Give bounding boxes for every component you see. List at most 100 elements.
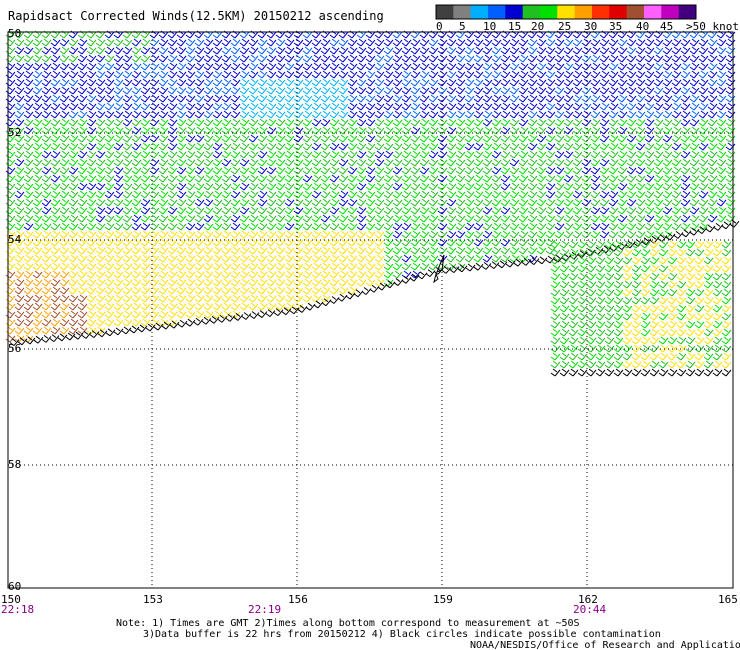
wind-barb bbox=[129, 325, 140, 334]
wind-barb bbox=[545, 246, 556, 255]
wind-barb bbox=[203, 94, 214, 103]
wind-barb bbox=[131, 102, 142, 111]
wind-barb bbox=[203, 142, 214, 151]
wind-barb bbox=[68, 286, 79, 295]
wind-barb bbox=[613, 352, 624, 361]
wind-barb bbox=[5, 270, 16, 279]
wind-barb bbox=[329, 102, 340, 111]
wind-barb bbox=[401, 134, 412, 143]
wind-barb bbox=[707, 182, 718, 191]
wind-barb bbox=[265, 309, 276, 317]
wind-barb bbox=[464, 86, 475, 95]
wind-barb bbox=[608, 70, 619, 79]
wind-barb bbox=[559, 368, 570, 377]
wind-barb bbox=[428, 70, 439, 79]
wind-barb bbox=[509, 46, 520, 55]
wind-barb bbox=[401, 246, 412, 255]
lat-label-60: 60 bbox=[8, 580, 21, 593]
colorbar-swatch bbox=[540, 5, 558, 19]
wind-barb bbox=[473, 190, 484, 199]
wind-barb bbox=[77, 70, 88, 79]
wind-barb bbox=[77, 302, 88, 311]
wind-barb bbox=[712, 368, 723, 377]
wind-barb bbox=[275, 206, 286, 215]
wind-barb bbox=[284, 118, 295, 127]
wind-barb bbox=[14, 94, 25, 103]
wind-barb bbox=[113, 70, 124, 79]
wind-barb bbox=[59, 254, 70, 263]
wind-barb bbox=[203, 254, 214, 263]
wind-barb bbox=[716, 174, 727, 183]
wind-barb bbox=[694, 288, 705, 297]
wind-barb bbox=[68, 302, 79, 311]
wind-barb bbox=[536, 222, 547, 231]
wind-barb bbox=[41, 214, 52, 223]
wind-barb bbox=[410, 118, 421, 127]
wind-barb bbox=[527, 94, 538, 103]
wind-barb bbox=[302, 286, 313, 295]
wind-barb bbox=[320, 222, 331, 231]
wind-barb bbox=[554, 166, 565, 175]
wind-barb bbox=[32, 302, 43, 311]
wind-barb bbox=[680, 62, 691, 71]
wind-barb bbox=[640, 352, 651, 361]
wind-barb bbox=[707, 54, 718, 63]
wind-barb bbox=[676, 352, 687, 361]
wind-barb bbox=[689, 150, 700, 159]
wind-barb bbox=[550, 336, 561, 345]
wind-barb bbox=[95, 86, 106, 95]
wind-barb bbox=[167, 86, 178, 95]
wind-barb bbox=[698, 166, 709, 175]
wind-barb bbox=[529, 257, 540, 265]
wind-barb bbox=[14, 246, 25, 255]
wind-barb bbox=[293, 214, 304, 223]
wind-barb bbox=[302, 294, 313, 303]
wind-barb bbox=[104, 318, 115, 327]
wind-barb bbox=[248, 174, 259, 183]
wind-barb bbox=[329, 296, 340, 304]
wind-barb bbox=[545, 222, 556, 231]
wind-barb bbox=[50, 246, 61, 255]
wind-barb bbox=[617, 214, 628, 223]
wind-barb bbox=[653, 118, 664, 127]
wind-barb bbox=[428, 182, 439, 191]
wind-barb bbox=[365, 214, 376, 223]
wind-barb bbox=[640, 296, 651, 305]
wind-barb bbox=[536, 166, 547, 175]
wind-barb bbox=[577, 328, 588, 337]
wind-barb bbox=[689, 206, 700, 215]
wind-barb bbox=[626, 190, 637, 199]
wind-barb bbox=[347, 254, 358, 263]
wind-barb bbox=[239, 294, 250, 303]
wind-barb bbox=[671, 102, 682, 111]
wind-barb bbox=[509, 110, 520, 119]
plot-frame bbox=[7, 31, 734, 589]
wind-barb bbox=[248, 54, 259, 63]
wind-barb bbox=[221, 222, 232, 231]
wind-barb bbox=[482, 54, 493, 63]
wind-barb bbox=[194, 246, 205, 255]
wind-barb bbox=[347, 134, 358, 143]
wind-barb bbox=[725, 54, 736, 63]
wind-barb bbox=[167, 94, 178, 103]
wind-barb bbox=[176, 70, 187, 79]
wind-barb bbox=[383, 182, 394, 191]
wind-barb bbox=[149, 206, 160, 215]
wind-barb bbox=[518, 222, 529, 231]
wind-barb bbox=[631, 304, 642, 313]
wind-barb bbox=[365, 278, 376, 287]
wind-barb bbox=[500, 166, 511, 175]
wind-barb bbox=[104, 302, 115, 311]
wind-barb bbox=[329, 142, 340, 151]
wind-barb bbox=[140, 70, 151, 79]
wind-barb bbox=[374, 238, 385, 247]
wind-barb bbox=[221, 110, 232, 119]
wind-barb bbox=[622, 336, 633, 345]
wind-barb bbox=[572, 150, 583, 159]
wind-barb bbox=[41, 230, 52, 239]
wind-barb bbox=[554, 158, 565, 167]
wind-barb bbox=[713, 223, 724, 231]
wind-barb bbox=[329, 198, 340, 207]
wind-barb bbox=[410, 222, 421, 231]
wind-barb bbox=[77, 150, 88, 159]
